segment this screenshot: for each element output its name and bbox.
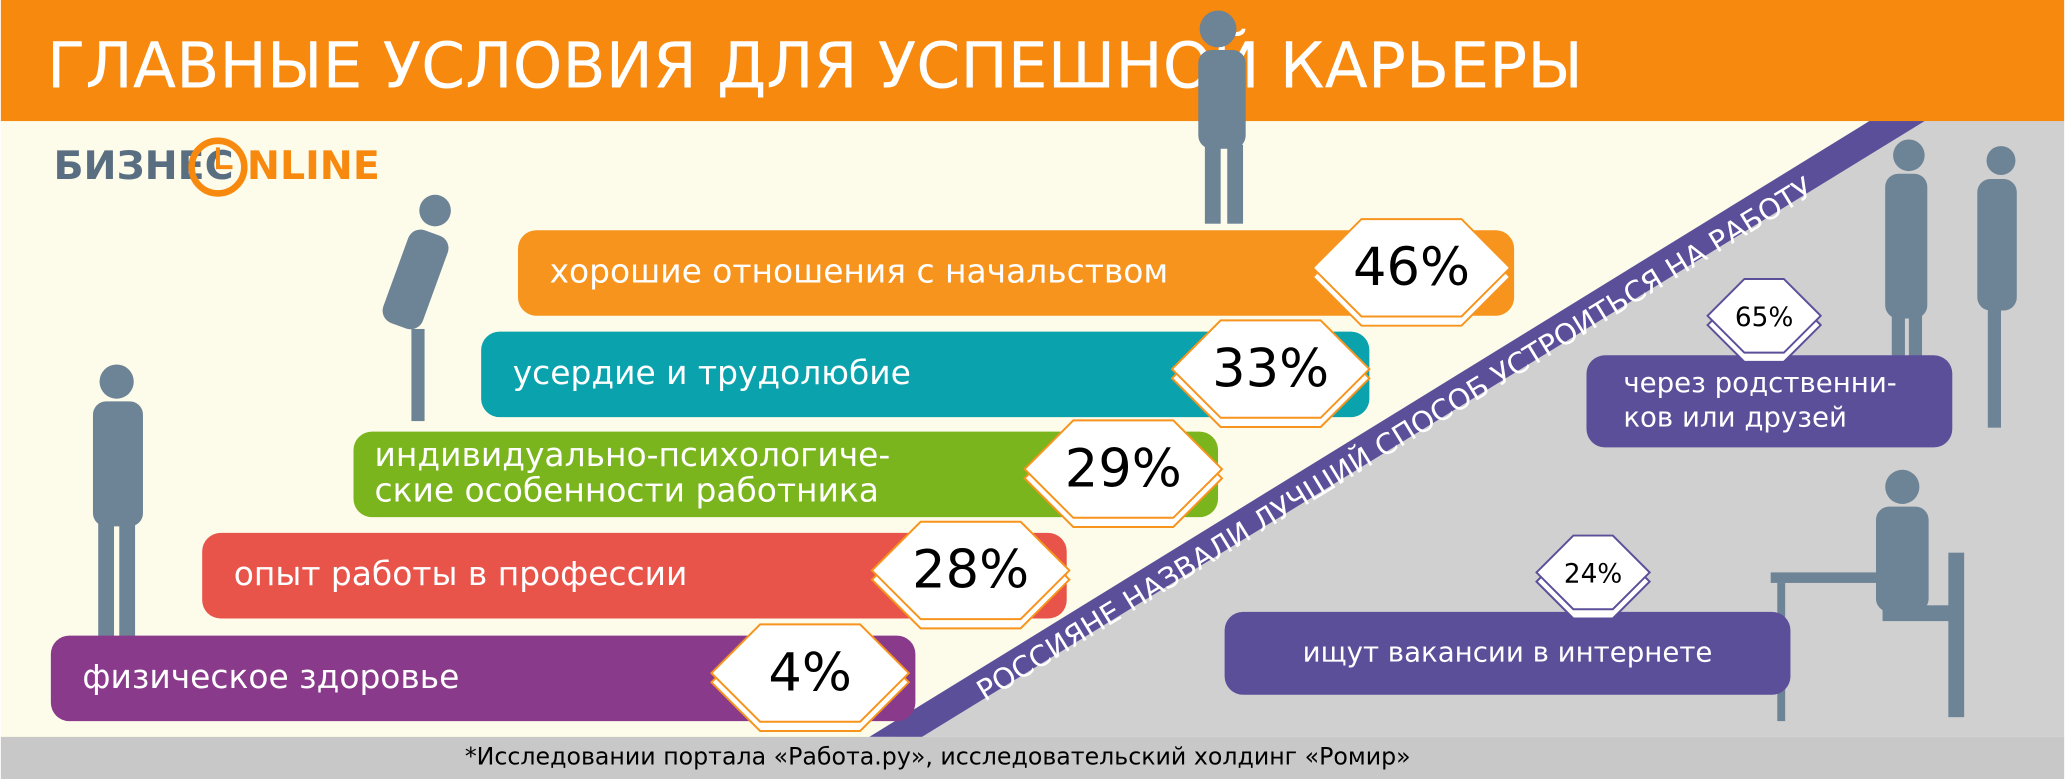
title: ГЛАВНЫЕ УСЛОВИЯ ДЛЯ УСПЕШНОЙ КАРЬЕРЫ: [47, 27, 1583, 102]
bar-label: физическое здоровье: [82, 657, 459, 696]
badge: [1311, 218, 1512, 318]
badge: [1706, 277, 1823, 354]
bar: [50, 635, 916, 722]
diagonal-band: [869, 121, 1925, 737]
logo-clock: [188, 137, 248, 197]
badge: [1535, 534, 1652, 611]
logo-hands: [215, 147, 233, 170]
badge-value: 4%: [768, 642, 851, 703]
bar: [353, 431, 1219, 518]
footer-bar: [0, 736, 2065, 779]
bar-label: индивидуально-психологиче-: [375, 435, 891, 474]
logo-left: БИЗНЕС: [53, 143, 233, 189]
silhouettes: [92, 10, 2017, 722]
badge-value: 29%: [1065, 438, 1182, 499]
bar-label: усердие и трудолюбие: [513, 353, 911, 392]
badge-value: 24%: [1564, 560, 1622, 590]
badge-value: 46%: [1353, 237, 1470, 298]
way-label: через родственни-: [1623, 366, 1896, 399]
bar: [517, 230, 1515, 316]
badge-value: 65%: [1735, 303, 1793, 333]
bar: [202, 532, 1067, 619]
way-label: ков или друзей: [1623, 400, 1847, 433]
badge: [870, 520, 1071, 621]
way-label: ищут вакансии в интернете: [1303, 635, 1713, 668]
badge: [1170, 319, 1371, 419]
header-bar: [0, 0, 2065, 122]
badge-value: 28%: [912, 540, 1029, 601]
badge-value: 33%: [1212, 338, 1329, 399]
logo-right: NLINE: [247, 143, 380, 189]
gray-area: [895, 121, 2065, 737]
badge: [710, 623, 911, 723]
footnote: *Исследовании портала «Работа.ру», иссле…: [465, 742, 1411, 770]
badge: [1023, 419, 1224, 519]
way-box: [1586, 355, 1953, 448]
bar-label: ские особенности работника: [375, 471, 879, 510]
bar-label: опыт работы в профессии: [234, 554, 688, 593]
bar: [481, 331, 1370, 418]
way-box: [1224, 611, 1791, 695]
bar-label: хорошие отношения с начальством: [550, 252, 1169, 291]
